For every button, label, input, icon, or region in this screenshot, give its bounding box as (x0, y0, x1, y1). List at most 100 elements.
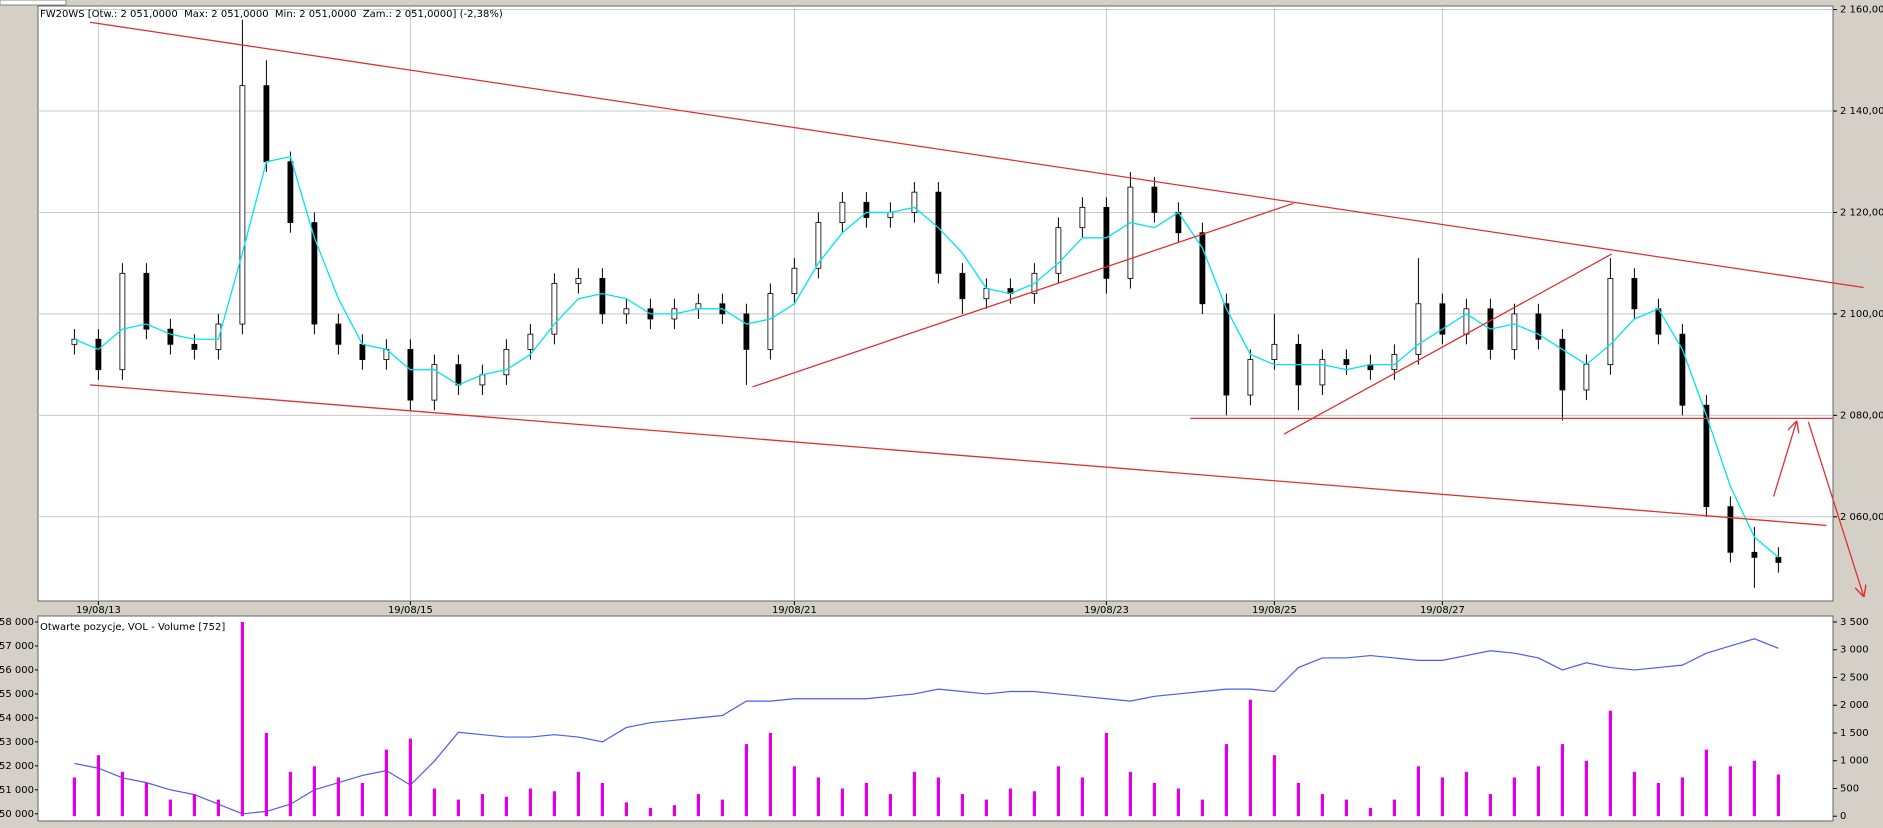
y-tick-label: 54 000 (0, 713, 34, 724)
tab (0, 0, 67, 6)
trend-line (752, 202, 1294, 388)
volume-bar (384, 749, 388, 817)
volume-bar (1056, 766, 1060, 817)
y-tick-label: 2 140,0000 (1840, 106, 1883, 117)
volume-bar (984, 799, 988, 817)
candle-body (791, 267, 798, 295)
volume-bar (936, 777, 940, 817)
volume-bar (576, 771, 580, 817)
volume-bar (1488, 794, 1492, 817)
volume-bar (168, 799, 172, 817)
y-tick-label: 58 000 (0, 617, 34, 628)
x-tick-label: 19/08/13 (76, 605, 121, 616)
volume-bar (336, 777, 340, 817)
volume-bar (912, 771, 916, 817)
candle-body (1079, 206, 1086, 229)
candle-body (1319, 359, 1326, 386)
volume-bar (648, 807, 652, 817)
candle-body (119, 272, 126, 371)
volume-bar (1680, 777, 1684, 817)
volume-bar (456, 799, 460, 817)
candle-body (1199, 232, 1206, 305)
volume-bar (792, 766, 796, 817)
volume-bar (960, 794, 964, 817)
volume-bar (1344, 799, 1348, 817)
volume-bar (432, 788, 436, 817)
candle-body (1559, 338, 1566, 391)
volume-bar (624, 802, 628, 817)
candle-body (167, 328, 174, 345)
y-tick-label: 52 000 (0, 761, 34, 772)
volume-bar (864, 782, 868, 817)
volume-bar (768, 732, 772, 817)
y-tick-label: 50 000 (0, 809, 34, 820)
candle-body (503, 349, 510, 376)
x-tick-label: 19/08/25 (1252, 605, 1297, 616)
volume-bar (840, 788, 844, 817)
candle-body (527, 333, 534, 350)
candle-body (1223, 303, 1230, 396)
y2-tick-label: 3 500 (1840, 617, 1869, 628)
candle-body (911, 191, 918, 213)
y-tick-label: 57 000 (0, 641, 34, 652)
y-tick-label: 55 000 (0, 689, 34, 700)
volume-bar (504, 796, 508, 817)
volume-bar (528, 788, 532, 817)
volume-bar (1536, 766, 1540, 817)
candle-body (767, 293, 774, 350)
volume-bar (1128, 771, 1132, 817)
candle-body (839, 201, 846, 223)
y-tick-label: 51 000 (0, 785, 34, 796)
candle-body (431, 364, 438, 401)
candle-body (983, 288, 990, 300)
candle-body (1103, 206, 1110, 279)
volume-bar (1560, 744, 1564, 817)
trend-line (89, 21, 1864, 289)
volume-panel: 50 000 51 000 52 000 53 000 54 000 55 000 56 0… (0, 617, 1869, 822)
candle-body (407, 349, 414, 401)
volume-bar (1152, 782, 1156, 817)
volume-bar (672, 805, 676, 817)
price-plot (37, 5, 1834, 602)
volume-bar (1704, 749, 1708, 817)
candle-body (815, 222, 822, 269)
volume-bar (408, 738, 412, 817)
volume-bar (1320, 794, 1324, 817)
y2-tick-label: 1 500 (1840, 728, 1869, 739)
candle-body (263, 85, 270, 163)
volume-bar (1464, 771, 1468, 817)
candle-body (1583, 364, 1590, 391)
volume-bar (1632, 771, 1636, 817)
y-tick-label: 2 120,0000 (1840, 207, 1883, 218)
volume-bar (1176, 788, 1180, 817)
volume-bar (1296, 782, 1300, 817)
candle-body (1775, 556, 1782, 563)
volume-bar (816, 777, 820, 817)
volume-bar (720, 799, 724, 817)
volume-bar (192, 794, 196, 817)
volume-bar (1248, 699, 1252, 817)
candle-body (1343, 359, 1350, 366)
candle-body (599, 277, 606, 315)
volume-bar (1656, 782, 1660, 817)
candle-body (1415, 303, 1422, 355)
y-tick-label: 56 000 (0, 665, 34, 676)
trend-line (89, 384, 1827, 527)
candle-body (1463, 308, 1470, 335)
candle-body (335, 323, 342, 345)
volume-bar (1080, 777, 1084, 817)
candle-body (1751, 551, 1758, 558)
volume-bar (600, 782, 604, 817)
candle-body (1631, 277, 1638, 310)
candle-body (551, 283, 558, 335)
candle-body (479, 374, 486, 386)
volume-bar (1440, 777, 1444, 817)
volume-bar (888, 794, 892, 817)
candle-body (575, 277, 582, 284)
candle-body (1055, 227, 1062, 274)
volume-bar (1272, 755, 1276, 817)
volume-bar (552, 791, 556, 817)
volume-bar (744, 744, 748, 817)
y2-tick-label: 500 (1840, 783, 1859, 794)
